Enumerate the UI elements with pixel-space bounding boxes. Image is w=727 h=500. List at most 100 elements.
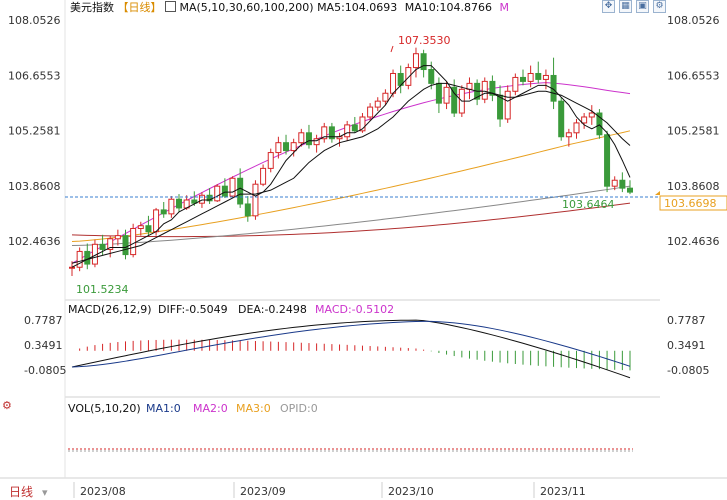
candle-down — [99, 243, 106, 250]
candle-up — [69, 266, 75, 269]
vol-opid: OPID:0 — [280, 402, 318, 415]
candle-up — [390, 72, 397, 94]
vol-settings-icon[interactable]: ⚙ — [2, 399, 12, 412]
current-price-marker-icon — [655, 191, 660, 195]
candle-down — [604, 134, 611, 187]
candle-down — [558, 100, 565, 138]
instrument-title: 美元指数 — [70, 1, 114, 14]
ma10-value: MA10:104.8766 — [404, 1, 492, 14]
price-tick-left: 108.0526 — [8, 14, 61, 27]
period-button[interactable] — [7, 483, 41, 500]
candle-up — [214, 185, 221, 202]
candle-down — [328, 126, 335, 140]
macd-tick-left: 0.7787 — [24, 314, 63, 327]
ma200-series — [71, 202, 631, 238]
candle-down — [451, 86, 458, 114]
candle-up — [367, 106, 374, 118]
chart-header: 美元指数 【日线】 MA(5,10,30,60,100,200) MA5:104… — [70, 1, 509, 15]
candle-down — [244, 203, 251, 217]
ma60-line — [71, 130, 631, 243]
price-tick-right: 106.6553 — [667, 69, 720, 82]
macd-tick-right: 0.3491 — [667, 339, 706, 352]
candle-down — [191, 199, 198, 204]
price-tick-left: 105.2581 — [8, 125, 61, 138]
macd-histogram — [79, 339, 631, 371]
candle-down — [489, 80, 496, 96]
macd-value: MACD:-0.5102 — [315, 303, 394, 316]
low-annotation: 101.5234 — [76, 283, 129, 296]
candle-down — [176, 198, 183, 209]
candle-down — [206, 194, 213, 202]
ma10-line — [71, 82, 631, 264]
candle-down — [122, 235, 129, 256]
price-axis-right: 108.0526 106.6553 105.2581 103.8608 102.4636 — [667, 14, 720, 248]
macd-dea-line — [71, 320, 631, 368]
date-tick: 2023/08 — [80, 485, 126, 498]
period-button-label[interactable]: 日线 — [9, 485, 33, 499]
candle-up — [573, 122, 580, 134]
vol-label: VOL(5,10,20) — [68, 402, 141, 415]
period-tag[interactable]: 【日线】 — [117, 1, 162, 14]
ma10-series — [71, 82, 631, 264]
candle-up — [298, 132, 305, 144]
candle-down — [84, 250, 91, 265]
date-axis: 2023/08 2023/09 2023/10 2023/11 — [73, 482, 586, 498]
candle-up — [611, 179, 618, 187]
ma100-line — [71, 185, 631, 246]
date-tick: 2023/09 — [240, 485, 286, 498]
price-tick-right: 102.4636 — [667, 235, 720, 248]
settings-icon[interactable]: ⚙ — [653, 0, 666, 13]
macd-tick-left: 0.3491 — [24, 339, 63, 352]
price-tick-right: 108.0526 — [667, 14, 720, 27]
price-tick-right: 103.8608 — [667, 180, 720, 193]
candle-up — [481, 80, 488, 100]
candle-up — [137, 225, 144, 229]
high-annotation: 107.3530 — [398, 34, 451, 47]
candle-down — [160, 209, 167, 215]
candle-down — [435, 82, 442, 104]
candle-up — [321, 126, 328, 140]
candle-up — [405, 67, 412, 86]
period-dropdown-icon[interactable]: ▾ — [42, 486, 48, 499]
ma200-line — [71, 202, 631, 238]
candle-down — [535, 72, 542, 80]
price-axis-left: 108.0526 106.6553 105.2581 103.8608 102.4636 — [8, 14, 61, 248]
candle-up — [313, 138, 320, 146]
candle-down — [221, 185, 228, 197]
candle-down — [237, 177, 244, 205]
candle-down — [519, 76, 526, 82]
price-tick-left: 102.4636 — [8, 235, 61, 248]
ma-config[interactable]: MA(5,10,30,60,100,200) — [179, 1, 314, 14]
candle-up — [412, 53, 419, 69]
candle-up — [344, 124, 351, 138]
candle-up — [198, 194, 205, 204]
macd-tick-right: 0.7787 — [667, 314, 706, 327]
vol-ma3: MA3:0 — [236, 402, 271, 415]
candle-up — [443, 86, 450, 104]
candle-up — [527, 72, 534, 82]
current-price-tag — [659, 195, 727, 211]
crosshair-icon[interactable]: ✥ — [602, 0, 615, 13]
last-low-annotation: 103.6464 — [562, 198, 615, 211]
candle-up — [275, 142, 282, 154]
ma5-line — [71, 65, 631, 268]
candle-down — [145, 225, 152, 233]
ma-more[interactable]: M — [499, 1, 510, 14]
candle-up — [359, 116, 366, 132]
price-tick-left: 106.6553 — [8, 69, 61, 82]
candle-up — [107, 238, 114, 250]
candle-up — [504, 90, 511, 120]
current-price-value: 103.6698 — [664, 197, 717, 210]
candle-up — [512, 76, 519, 92]
macd-dea: DEA:-0.2498 — [238, 303, 307, 316]
fullscreen-icon[interactable]: ▣ — [636, 0, 649, 13]
vol-ma1: MA1:0 — [146, 402, 181, 415]
date-tick: 2023/11 — [540, 485, 586, 498]
high-annotation-pointer — [390, 45, 394, 53]
macd-axis: 0.7787 0.7787 0.3491 0.3491 -0.0805 -0.0805 — [24, 314, 709, 377]
grid-icon[interactable]: ▦ — [619, 0, 632, 13]
candle-down — [596, 112, 603, 136]
candle-up — [382, 92, 389, 102]
ma-config-icon[interactable] — [165, 1, 176, 12]
